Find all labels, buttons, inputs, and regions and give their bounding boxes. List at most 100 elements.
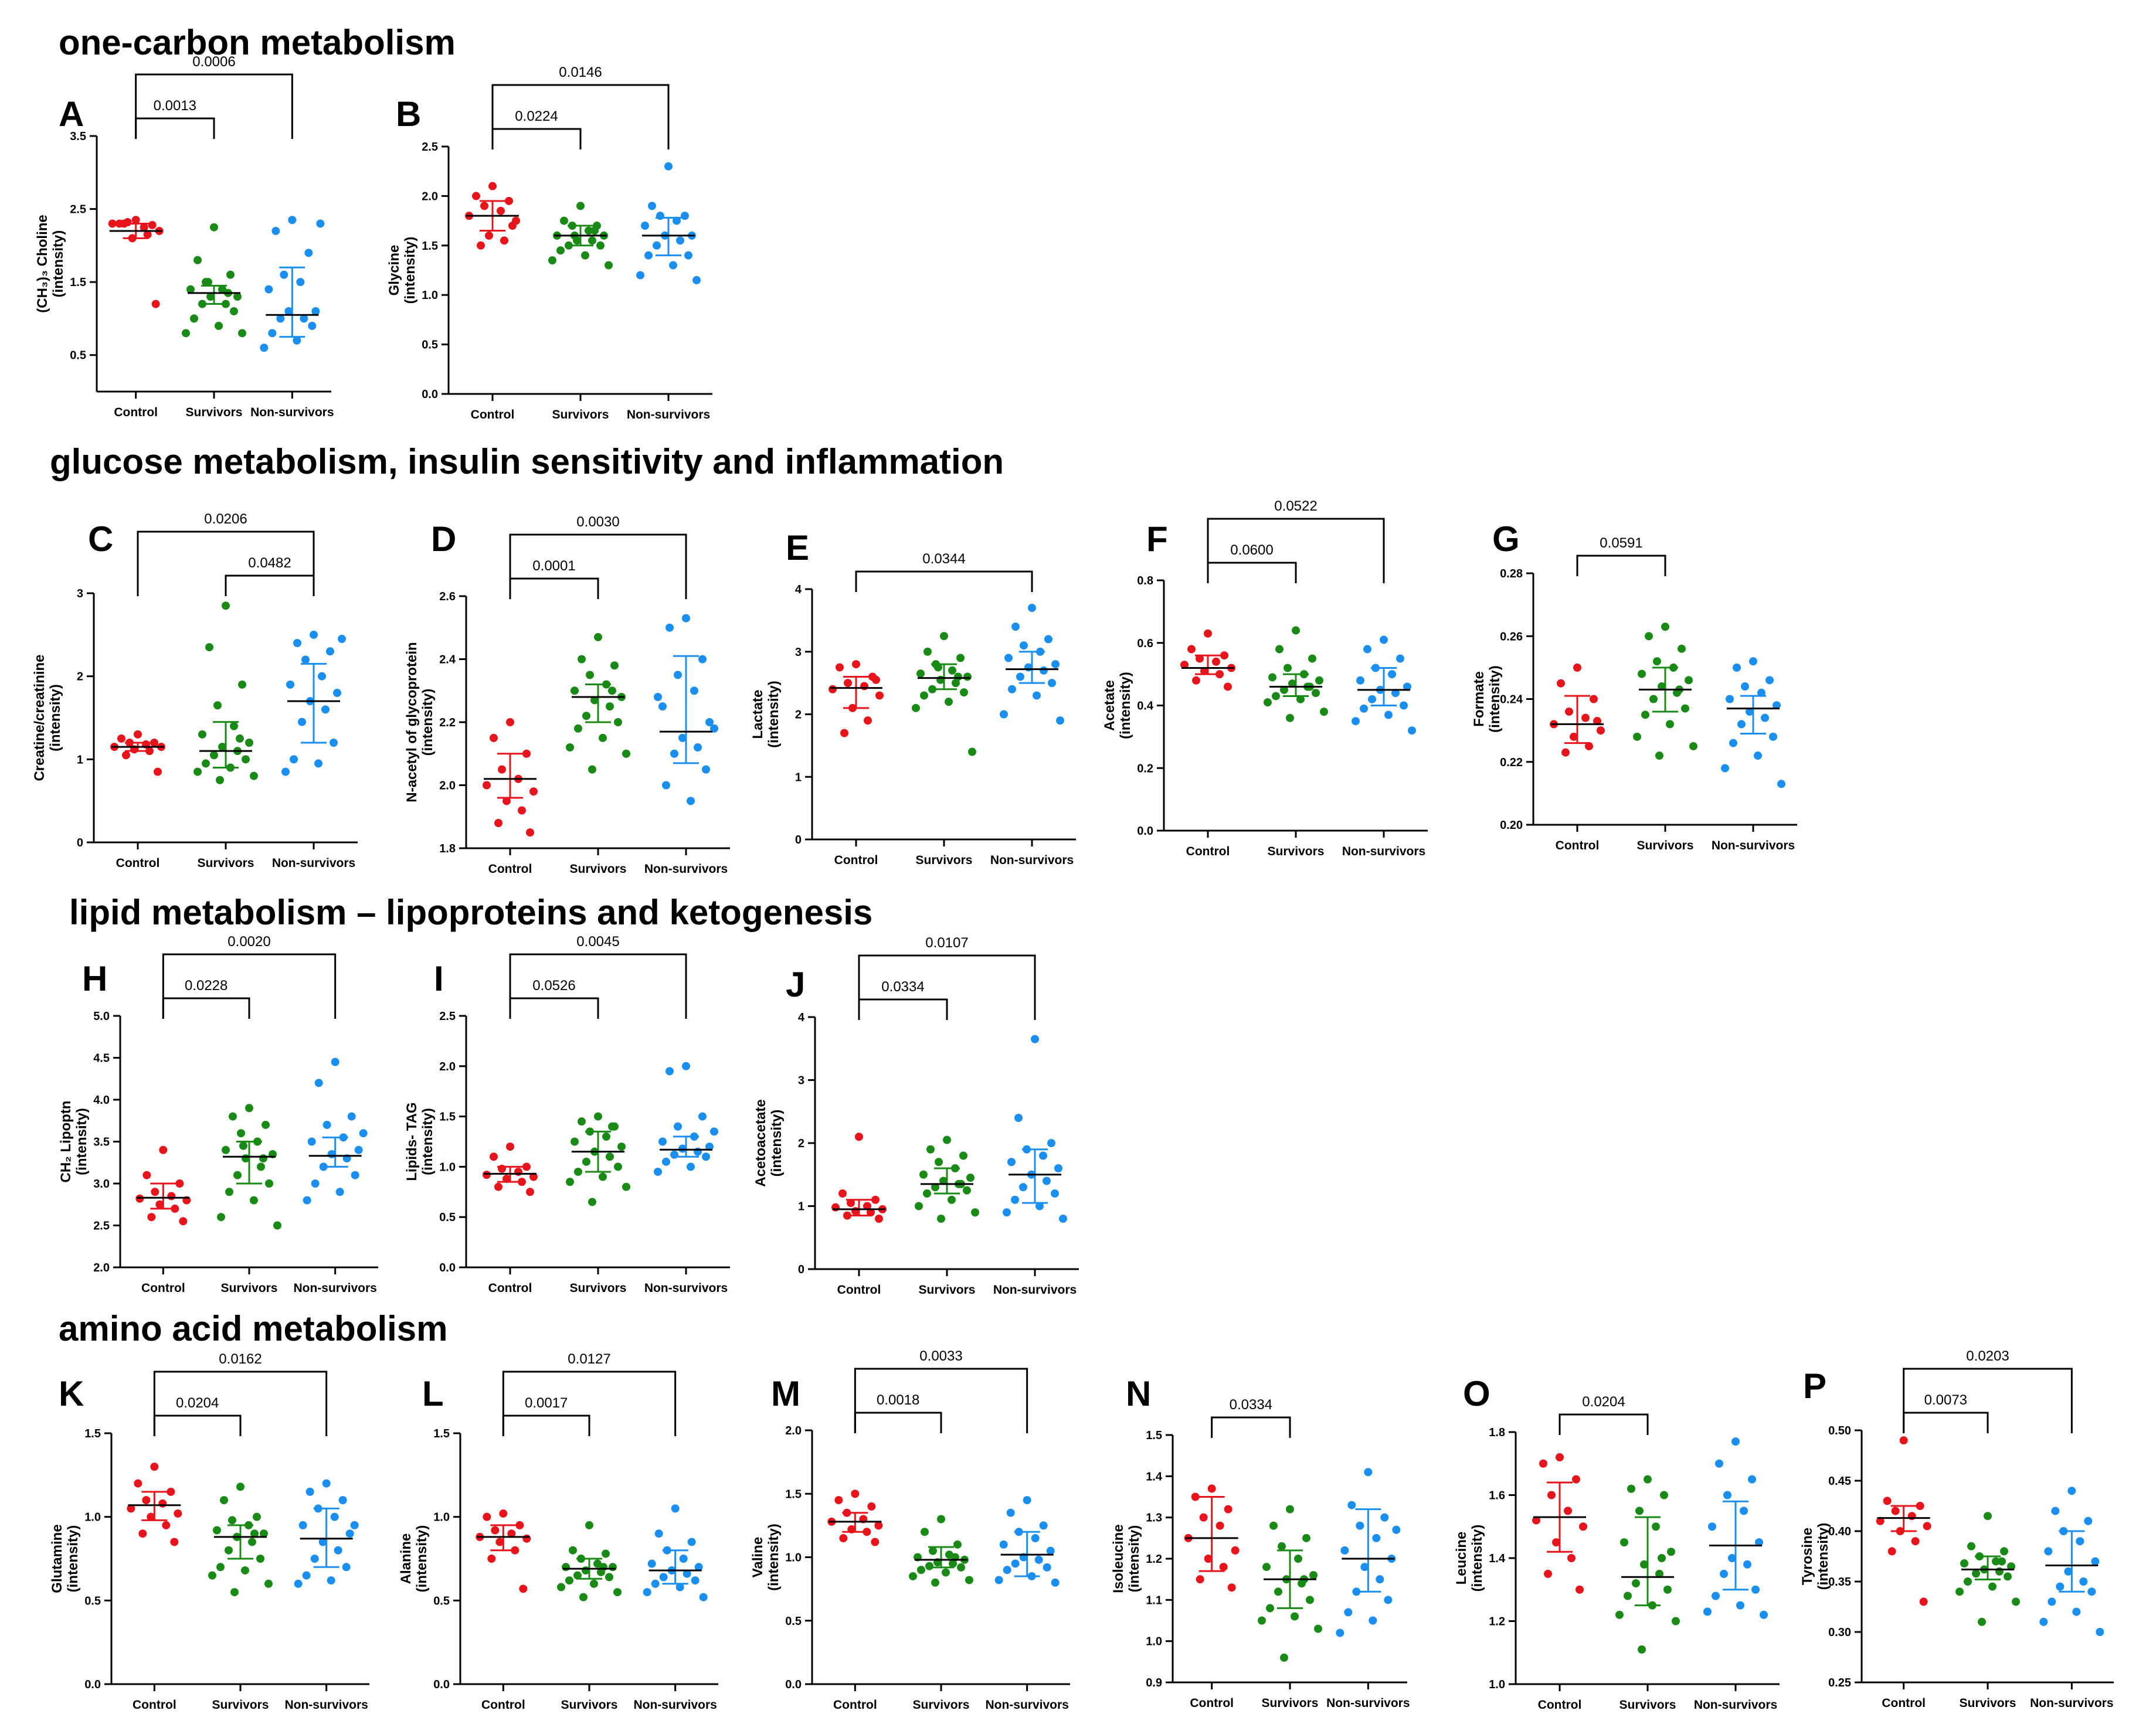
y-tick-label: 0.25: [1828, 1677, 1851, 1689]
y-tick-label: 1.1: [1146, 1594, 1162, 1607]
data-point: [268, 329, 277, 338]
data-point: [605, 261, 613, 270]
chart-panel-b: B 0.0 0.5 1.0 1.5 2.0 2.5 Control Survivors Non-s…: [386, 64, 712, 421]
data-point: [331, 1057, 339, 1066]
data-point: [1199, 1513, 1208, 1522]
data-point: [229, 1112, 237, 1121]
x-tick-label: Non-survivors: [284, 1698, 368, 1712]
data-point: [1280, 685, 1288, 694]
data-point: [1004, 654, 1013, 662]
x-tick-label: Non-survivors: [272, 856, 355, 870]
data-point: [588, 236, 596, 245]
data-point: [673, 216, 681, 225]
data-point: [574, 1167, 582, 1176]
data-point: [1011, 1559, 1020, 1568]
data-point: [1748, 1475, 1756, 1484]
data-point: [1044, 635, 1052, 644]
data-point: [327, 1576, 335, 1585]
data-point: [500, 236, 508, 245]
data-point: [310, 630, 318, 639]
data-point: [643, 1588, 651, 1597]
data-point: [557, 1583, 565, 1592]
y-axis-title: Lipids- TAG: [404, 1102, 420, 1181]
x-tick-label: Survivors: [552, 408, 609, 421]
y-tick-label: 0.45: [1828, 1475, 1851, 1488]
data-point: [654, 1529, 663, 1538]
p-value-label: 0.0045: [576, 934, 619, 950]
data-point: [281, 767, 290, 776]
panel-letter: D: [431, 519, 456, 559]
significance-bracket: [135, 73, 293, 139]
data-point: [359, 1129, 368, 1138]
data-point: [1720, 1569, 1728, 1578]
data-point: [310, 1555, 319, 1563]
data-point: [1667, 1548, 1675, 1556]
data-point: [318, 1538, 327, 1546]
data-point: [1557, 679, 1565, 688]
data-point: [942, 1568, 950, 1577]
data-point: [335, 1188, 344, 1196]
data-point: [1715, 1459, 1723, 1468]
y-axis-title: Leucine: [1454, 1532, 1469, 1585]
data-point: [1743, 1560, 1751, 1569]
data-point: [659, 1573, 668, 1582]
significance-bracket: [855, 570, 1033, 592]
data-point: [1059, 1215, 1067, 1223]
data-point: [182, 329, 190, 338]
data-point: [647, 1559, 656, 1568]
y-tick-label: 1.0: [1146, 1635, 1162, 1648]
data-point: [1286, 713, 1294, 722]
significance-bracket: [1903, 1412, 1989, 1433]
data-point: [117, 734, 125, 743]
data-point: [230, 1588, 239, 1597]
y-tick-label: 2.0: [439, 1060, 456, 1073]
data-point: [1356, 676, 1364, 685]
y-tick-label: 0.5: [439, 1211, 456, 1224]
y-axis-title: Valine: [750, 1537, 766, 1577]
y-tick-label: 4: [795, 583, 802, 596]
x-tick-label: Control: [114, 406, 158, 419]
data-point: [1200, 667, 1208, 675]
x-tick-label: Non-survivors: [1342, 845, 1425, 858]
data-point: [867, 1502, 876, 1511]
y-axis-title: Glutamine: [49, 1524, 65, 1593]
panel-letter: E: [786, 528, 809, 567]
data-point: [1372, 1533, 1381, 1542]
y-tick-label: 1.0: [84, 1511, 101, 1524]
x-tick-label: Survivors: [1262, 1696, 1319, 1710]
x-tick-label: Survivors: [186, 406, 243, 419]
data-point: [502, 797, 511, 805]
data-point: [1899, 1436, 1908, 1445]
data-point: [1635, 1507, 1644, 1515]
data-point: [1736, 1601, 1744, 1610]
data-point: [1288, 679, 1296, 688]
section-title-lipid: lipid metabolism – lipoproteins and keto…: [69, 893, 873, 932]
data-point: [1258, 1616, 1266, 1625]
data-point: [1306, 1596, 1314, 1604]
data-point: [1308, 654, 1316, 663]
data-point: [351, 1171, 359, 1179]
data-point: [674, 671, 682, 679]
data-point: [2000, 1547, 2008, 1556]
y-tick-label: 4.5: [93, 1052, 110, 1065]
y-tick-label: 0.0: [422, 388, 438, 401]
data-point: [506, 1142, 514, 1151]
data-point: [916, 669, 925, 678]
data-point: [662, 781, 670, 790]
data-point: [1344, 1608, 1353, 1617]
data-point: [670, 749, 678, 758]
data-point: [303, 1196, 311, 1205]
y-axis-title: (CH₃)₃ Choline: [35, 215, 50, 313]
data-point: [1336, 1628, 1344, 1637]
data-point: [1638, 1645, 1646, 1654]
data-point: [316, 219, 325, 228]
data-point: [1663, 1585, 1672, 1594]
data-point: [2039, 1617, 2048, 1626]
data-point: [217, 1213, 225, 1222]
data-point: [1740, 1507, 1748, 1515]
data-point: [836, 663, 844, 672]
data-point: [2067, 1487, 2076, 1495]
data-point: [1655, 1569, 1663, 1578]
data-point: [1051, 660, 1060, 669]
y-axis-subtitle: (intensity): [50, 230, 66, 298]
